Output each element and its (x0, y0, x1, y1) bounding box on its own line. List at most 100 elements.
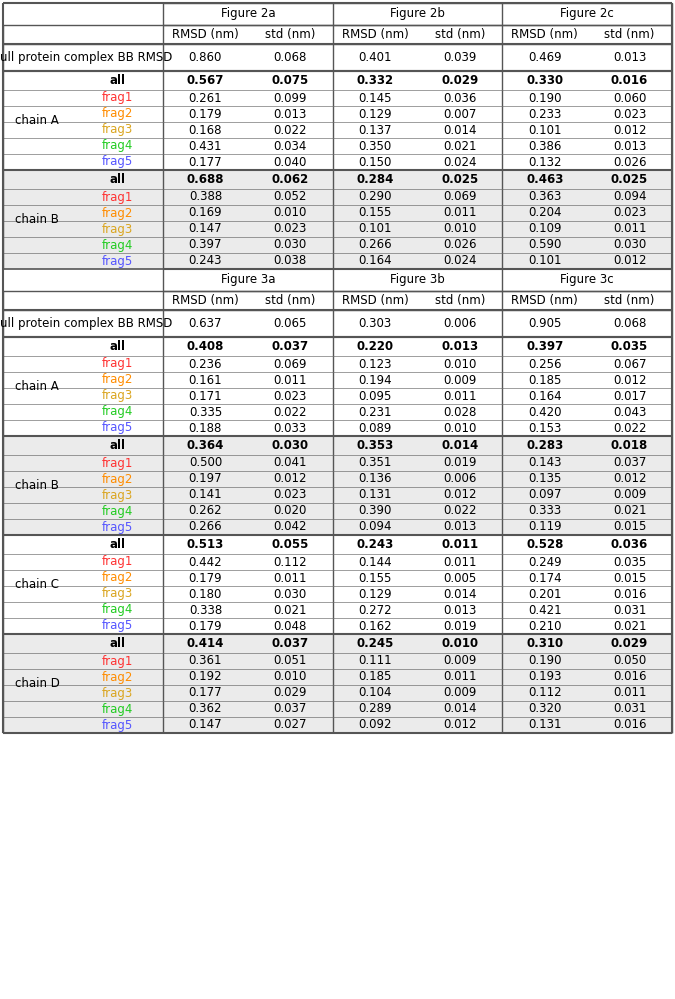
Text: 0.590: 0.590 (528, 239, 562, 252)
Text: 0.397: 0.397 (526, 340, 564, 353)
Text: 0.284: 0.284 (356, 173, 394, 186)
Text: 0.161: 0.161 (188, 374, 222, 387)
Text: 0.112: 0.112 (528, 686, 562, 699)
Text: 0.013: 0.013 (613, 51, 646, 64)
Text: 0.007: 0.007 (443, 108, 477, 121)
Text: 0.006: 0.006 (443, 473, 477, 486)
Text: 0.067: 0.067 (613, 358, 647, 371)
Text: 0.420: 0.420 (528, 406, 562, 419)
Bar (3, 570, 672, 586)
Text: 0.021: 0.021 (613, 619, 647, 632)
Text: 0.011: 0.011 (613, 223, 647, 236)
Text: 0.012: 0.012 (273, 473, 307, 486)
Text: 0.015: 0.015 (613, 571, 646, 584)
Text: 0.018: 0.018 (611, 439, 648, 452)
Bar (3, 455, 672, 471)
Text: 0.637: 0.637 (189, 317, 222, 330)
Text: 0.099: 0.099 (273, 92, 307, 105)
Text: 0.065: 0.065 (273, 317, 307, 330)
Text: 0.009: 0.009 (613, 489, 646, 501)
Text: 0.408: 0.408 (187, 340, 224, 353)
Text: 0.101: 0.101 (528, 255, 562, 268)
Text: Full protein complex BB RMSD: Full protein complex BB RMSD (0, 317, 172, 330)
Text: std (nm): std (nm) (435, 28, 485, 41)
Text: 0.386: 0.386 (528, 140, 562, 153)
Text: 0.129: 0.129 (358, 108, 392, 121)
Bar (3, 404, 672, 420)
Text: 0.210: 0.210 (528, 619, 562, 632)
Text: 0.089: 0.089 (358, 422, 391, 435)
Text: 0.016: 0.016 (611, 74, 648, 87)
Text: 0.021: 0.021 (613, 504, 647, 517)
Text: frag5: frag5 (101, 156, 132, 169)
Text: 0.131: 0.131 (528, 718, 562, 731)
Text: frag5: frag5 (101, 255, 132, 268)
Text: 0.021: 0.021 (273, 603, 307, 616)
Text: frag5: frag5 (101, 422, 132, 435)
Text: 0.243: 0.243 (189, 255, 222, 268)
Text: 0.513: 0.513 (187, 538, 224, 551)
Text: 0.019: 0.019 (443, 457, 477, 470)
Text: 0.023: 0.023 (273, 390, 307, 403)
Text: 0.013: 0.013 (613, 140, 646, 153)
Text: 0.310: 0.310 (526, 637, 564, 650)
Text: 0.860: 0.860 (189, 51, 222, 64)
Text: 0.220: 0.220 (356, 340, 394, 353)
Text: 0.092: 0.092 (358, 718, 391, 731)
Text: 0.141: 0.141 (188, 489, 222, 501)
Text: 0.023: 0.023 (273, 489, 307, 501)
Text: 0.042: 0.042 (273, 520, 307, 533)
Text: 0.010: 0.010 (443, 422, 477, 435)
Text: Figure 2a: Figure 2a (221, 8, 275, 21)
Bar (3, 205, 672, 221)
Text: frag5: frag5 (101, 619, 132, 632)
Text: 0.029: 0.029 (441, 74, 479, 87)
Text: 0.012: 0.012 (613, 124, 647, 137)
Text: 0.010: 0.010 (441, 637, 479, 650)
Text: Figure 2c: Figure 2c (560, 8, 614, 21)
Bar (3, 25, 672, 44)
Text: 0.035: 0.035 (611, 340, 648, 353)
Text: 0.022: 0.022 (443, 504, 477, 517)
Text: 0.014: 0.014 (443, 124, 477, 137)
Text: 0.030: 0.030 (271, 439, 308, 452)
Text: 0.012: 0.012 (613, 473, 647, 486)
Bar (3, 106, 672, 122)
Text: 0.905: 0.905 (528, 317, 562, 330)
Text: RMSD (nm): RMSD (nm) (512, 28, 578, 41)
Text: 0.043: 0.043 (613, 406, 646, 419)
Text: 0.027: 0.027 (273, 718, 307, 731)
Text: 0.168: 0.168 (189, 124, 222, 137)
Text: 0.174: 0.174 (528, 571, 562, 584)
Text: frag4: frag4 (101, 504, 133, 517)
Text: 0.037: 0.037 (273, 702, 307, 715)
Text: 0.069: 0.069 (273, 358, 307, 371)
Text: 0.266: 0.266 (188, 520, 222, 533)
Text: frag3: frag3 (101, 390, 132, 403)
Text: chain A: chain A (15, 114, 59, 127)
Text: 0.363: 0.363 (528, 191, 562, 204)
Text: 0.177: 0.177 (188, 156, 222, 169)
Text: 0.233: 0.233 (528, 108, 562, 121)
Bar (3, 503, 672, 519)
Text: 0.688: 0.688 (187, 173, 224, 186)
Text: 0.013: 0.013 (273, 108, 307, 121)
Bar (3, 253, 672, 269)
Text: 0.185: 0.185 (528, 374, 562, 387)
Text: 0.164: 0.164 (528, 390, 562, 403)
Text: 0.283: 0.283 (526, 439, 564, 452)
Text: 0.095: 0.095 (358, 390, 391, 403)
Bar (3, 237, 672, 253)
Text: 0.006: 0.006 (443, 317, 477, 330)
Text: 0.338: 0.338 (189, 603, 222, 616)
Text: 0.025: 0.025 (611, 173, 648, 186)
Text: 0.011: 0.011 (443, 390, 477, 403)
Text: 0.104: 0.104 (358, 686, 391, 699)
Bar (3, 337, 672, 356)
Text: 0.030: 0.030 (613, 239, 646, 252)
Text: frag4: frag4 (101, 140, 133, 153)
Text: 0.123: 0.123 (358, 358, 391, 371)
Text: all: all (109, 340, 125, 353)
Text: chain B: chain B (15, 213, 59, 226)
Text: 0.014: 0.014 (443, 702, 477, 715)
